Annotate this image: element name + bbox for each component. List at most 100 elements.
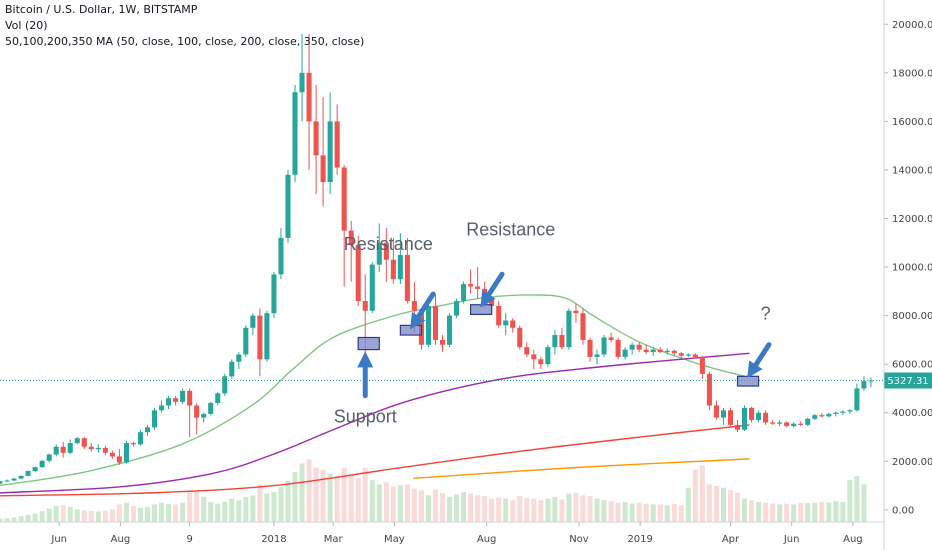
- candle-body: [201, 413, 207, 418]
- candle-body: [32, 467, 38, 472]
- volume-bar: [819, 501, 825, 522]
- candle-body: [102, 447, 108, 453]
- candlesticks: [0, 33, 874, 485]
- candle-body: [678, 353, 684, 356]
- candle-body: [46, 454, 52, 461]
- volume-bar: [173, 504, 179, 522]
- volume-bar: [629, 503, 635, 522]
- candle-body: [257, 315, 263, 360]
- volume-bar: [692, 469, 698, 522]
- candle-body: [60, 446, 66, 453]
- candle-body: [496, 305, 502, 326]
- candle-body: [376, 242, 382, 265]
- ma-indicator-legend[interactable]: 50,100,200,350 MA (50, close, 100, close…: [5, 35, 365, 48]
- price-axis-tick-label: 16000.00: [892, 117, 932, 128]
- candle-body: [25, 471, 31, 476]
- candle-body: [741, 407, 748, 430]
- candle-body: [594, 354, 600, 357]
- volume-bar: [313, 467, 319, 522]
- volume-bar: [840, 501, 846, 522]
- volume-bar: [116, 504, 122, 522]
- candle-body: [278, 237, 284, 275]
- volume-bar: [250, 495, 256, 522]
- volume-bar: [130, 506, 136, 522]
- volume-bar: [278, 486, 284, 522]
- volume-bar: [763, 502, 769, 522]
- volume-bar: [60, 505, 66, 522]
- price-axis-tick-label: 4000.00: [892, 408, 932, 419]
- volume-bar: [11, 517, 17, 522]
- moving-average-line: [0, 294, 745, 487]
- volume-bar: [777, 504, 783, 522]
- candle-body: [777, 422, 783, 424]
- volume-bar: [397, 485, 403, 522]
- candle-body: [390, 259, 396, 280]
- volume-bar: [159, 502, 165, 522]
- volume-bar: [236, 500, 242, 522]
- time-axis-tick-label: May: [384, 534, 405, 545]
- price-axis-tick-label: 18000.00: [892, 68, 932, 79]
- time-axis-tick-label: Nov: [569, 534, 589, 545]
- volume-bar: [18, 516, 24, 522]
- candle-body: [334, 121, 340, 168]
- price-axis-tick-label: 14000.00: [892, 165, 932, 176]
- volume-bar: [671, 504, 677, 522]
- candle-body: [88, 446, 94, 450]
- candle-body: [636, 344, 642, 350]
- volume-bar: [341, 467, 347, 522]
- annotation-label: Resistance: [344, 234, 433, 254]
- candle-body: [208, 403, 214, 414]
- candle-body: [538, 359, 544, 365]
- candle-body: [53, 446, 59, 455]
- volume-bar: [756, 501, 762, 522]
- candle-body: [285, 174, 291, 238]
- chart-title: Bitcoin / U.S. Dollar, 1W, BITSTAMP: [5, 3, 198, 16]
- time-axis-tick-label: Apr: [722, 534, 740, 545]
- volume-bar: [222, 501, 228, 522]
- highlight-box: [399, 324, 423, 336]
- candle-body: [166, 398, 172, 406]
- volume-indicator-legend[interactable]: Vol (20): [5, 19, 48, 32]
- candle-body: [713, 405, 719, 418]
- volume-bar: [271, 491, 277, 522]
- candle-body: [545, 347, 551, 365]
- volume-bar: [53, 506, 59, 522]
- volume-bar: [446, 496, 453, 522]
- candle-body: [67, 443, 73, 453]
- current-price-tag-label: 5327.31: [887, 376, 928, 387]
- volume-bar: [201, 496, 207, 522]
- volume-bar: [531, 498, 537, 522]
- volume-bar: [4, 518, 10, 522]
- candle-body: [826, 413, 832, 417]
- price-axis[interactable]: 20000.00 18000.00 16000.00 14000.00 12000.00…: [884, 20, 932, 517]
- volume-bar: [538, 500, 544, 522]
- candle-body: [320, 155, 326, 183]
- current-price-line: 5327.31: [0, 372, 932, 389]
- volume-bar: [510, 500, 516, 522]
- volume-bar: [784, 503, 790, 522]
- price-axis-tick-label: 2000.00: [892, 457, 932, 468]
- candle-body: [468, 284, 474, 287]
- candle-body: [439, 339, 446, 345]
- volume-bar: [559, 499, 565, 522]
- volume-bar: [348, 473, 354, 522]
- moving-average-line: [0, 424, 750, 497]
- candle-body: [643, 349, 649, 353]
- candle-body: [215, 393, 221, 404]
- candle-body: [552, 335, 558, 348]
- candle-body: [425, 305, 431, 345]
- candle-body: [306, 72, 312, 122]
- volume-bar: [229, 498, 235, 522]
- candle-body: [833, 412, 839, 414]
- volume-bar: [362, 467, 368, 522]
- volume-bar: [151, 504, 158, 522]
- time-axis-tick-label: Aug: [477, 534, 497, 545]
- volume-bar: [636, 502, 642, 522]
- volume-bar: [854, 476, 860, 522]
- candle-body: [18, 475, 24, 479]
- candle-body: [362, 301, 368, 311]
- candle-body: [454, 301, 460, 316]
